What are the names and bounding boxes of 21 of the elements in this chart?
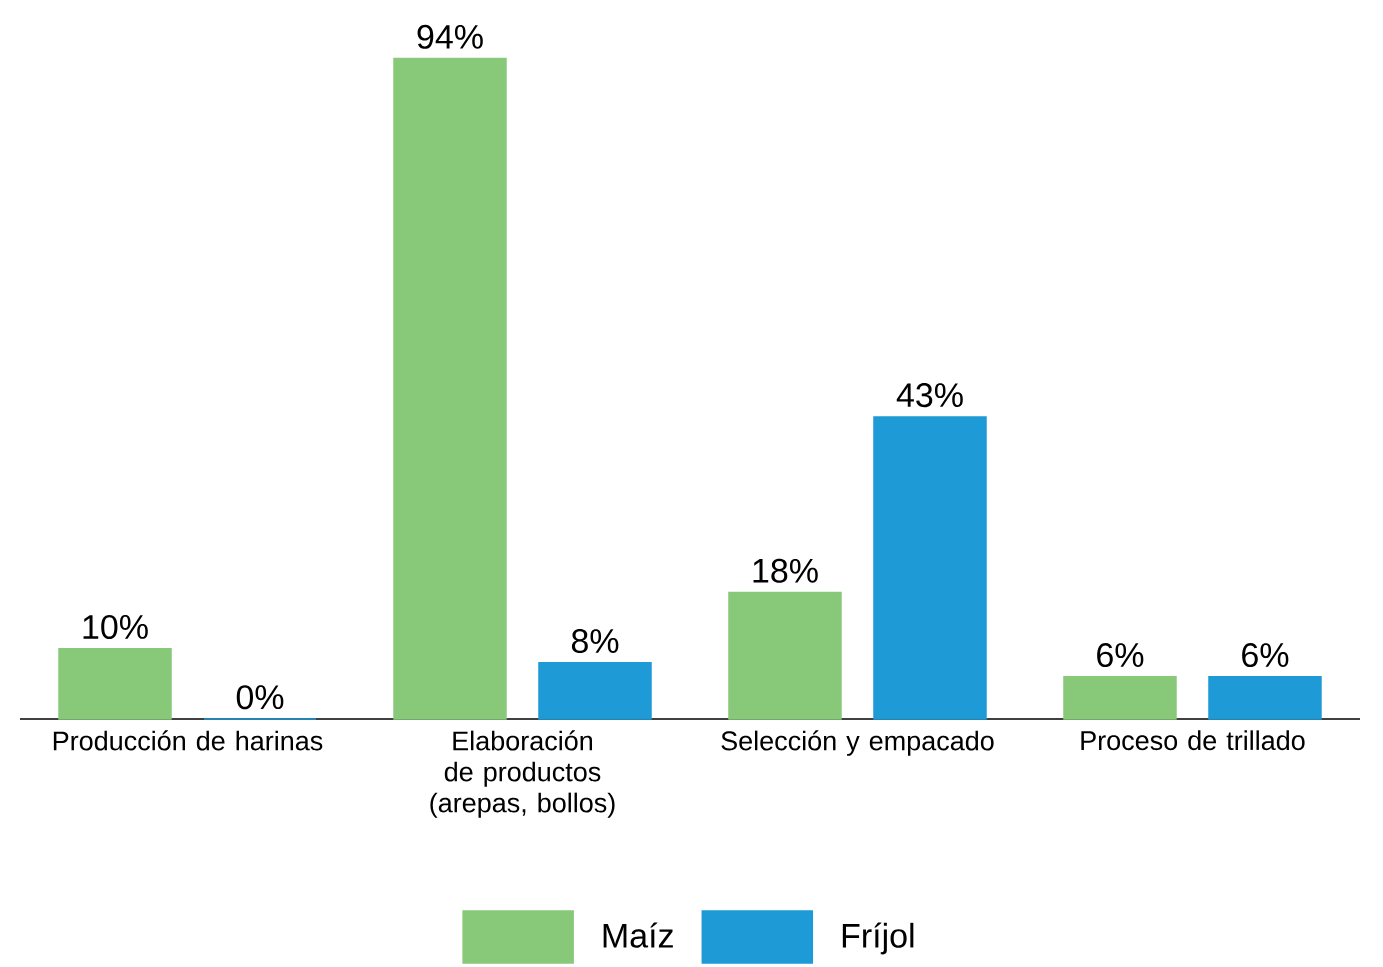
bar — [728, 591, 842, 720]
bar — [538, 662, 652, 720]
data-label: 10% — [83, 614, 148, 639]
bar — [1208, 676, 1322, 720]
data-label: 18% — [753, 558, 818, 583]
data-label: 6% — [1242, 643, 1289, 668]
x-tick-label: Producción de harinas — [53, 730, 323, 751]
data-label: 8% — [571, 628, 619, 654]
data-label: 6% — [1097, 643, 1144, 668]
data-label: 43% — [896, 383, 963, 408]
data-label: 94% — [417, 24, 483, 49]
legend-label: Maíz — [603, 922, 673, 948]
x-tick-label: Elaboración de productos (arepas, bollos) — [430, 730, 615, 818]
bar — [393, 57, 507, 720]
legend-label: Fríjol — [842, 922, 914, 955]
bar — [1063, 676, 1177, 720]
x-tick-label: Proceso de trillado — [1081, 730, 1305, 751]
bar — [58, 648, 172, 720]
data-label: 0% — [236, 685, 284, 710]
bar — [873, 416, 987, 720]
x-tick-label: Selección y empacado — [721, 730, 994, 756]
